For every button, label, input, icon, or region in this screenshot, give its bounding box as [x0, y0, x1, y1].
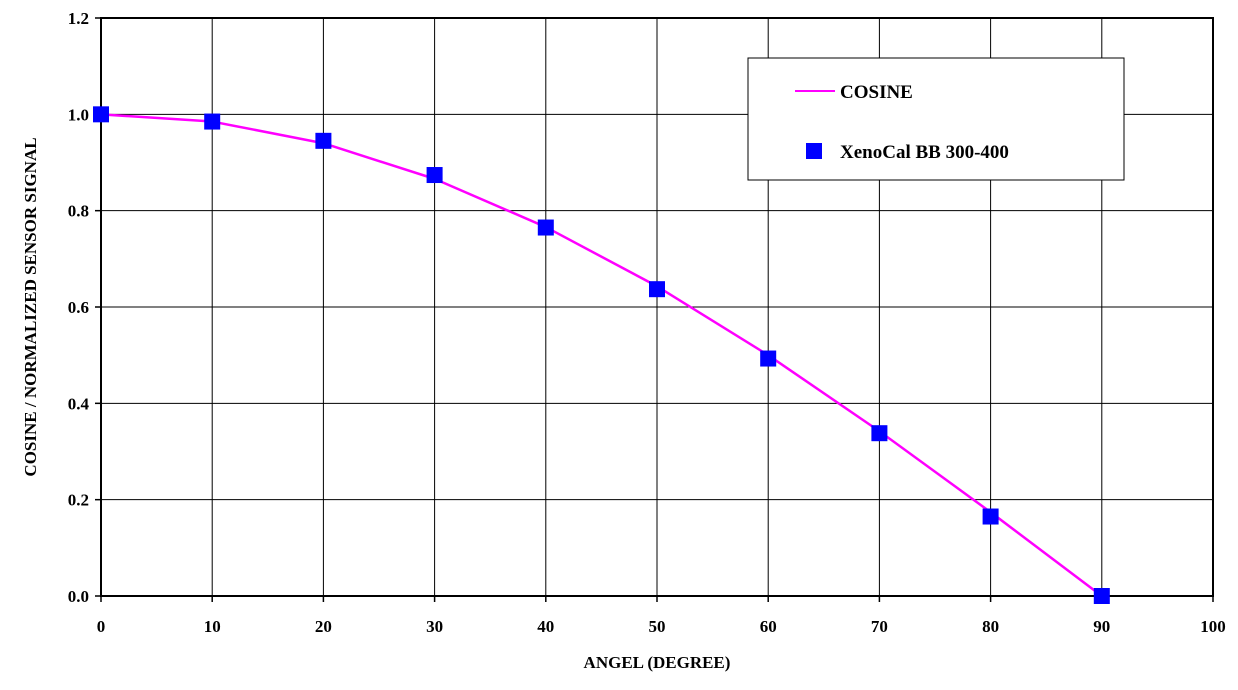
- y-axis-ticks: 0.0 0.2 0.4 0.6 0.8 1.0 1.2: [68, 9, 101, 606]
- data-point-xenocal: [982, 508, 999, 525]
- data-point-xenocal: [204, 113, 221, 130]
- data-point-xenocal: [649, 281, 665, 298]
- legend: COSINE XenoCal BB 300-400: [747, 57, 1125, 181]
- data-point-xenocal: [315, 132, 332, 149]
- data-point-xenocal: [537, 219, 554, 236]
- x-tick-label: 30: [426, 617, 443, 636]
- x-tick-label: 80: [982, 617, 999, 636]
- y-tick-label: 0.4: [68, 394, 90, 413]
- series-line-cosine: [100, 113, 1103, 597]
- legend-swatch-xenocal: [806, 143, 822, 159]
- y-axis-label: COSINE / NORMALIZED SENSOR SIGNAL: [21, 137, 40, 476]
- x-tick-label: 10: [204, 617, 221, 636]
- x-tick-label: 20: [315, 617, 332, 636]
- y-tick-label: 0.6: [68, 298, 89, 317]
- x-tick-label: 70: [871, 617, 888, 636]
- y-tick-label: 1.0: [68, 105, 89, 124]
- legend-label-cosine: COSINE: [840, 82, 913, 103]
- x-tick-label: 90: [1093, 617, 1110, 636]
- x-axis-ticks: 0 10 20 30 40 50 60 70 80 90 100: [97, 596, 1226, 636]
- x-tick-label: 60: [760, 617, 777, 636]
- y-tick-label: 0.2: [68, 491, 89, 510]
- data-point-xenocal: [93, 106, 109, 123]
- legend-box: [747, 57, 1125, 181]
- x-tick-label: 40: [537, 617, 554, 636]
- data-point-xenocal: [1093, 588, 1110, 604]
- data-point-xenocal: [426, 167, 443, 184]
- x-tick-label: 50: [649, 617, 666, 636]
- x-axis-label: ANGEL (DEGREE): [584, 653, 731, 672]
- series-layer: [93, 106, 1110, 604]
- x-tick-label: 100: [1200, 617, 1226, 636]
- y-tick-label: 0.0: [68, 587, 89, 606]
- y-tick-label: 1.2: [68, 9, 89, 28]
- x-tick-label: 0: [97, 617, 106, 636]
- legend-label-xenocal: XenoCal BB 300-400: [840, 142, 1009, 163]
- y-tick-label: 0.8: [68, 202, 89, 221]
- data-point-xenocal: [871, 425, 888, 442]
- data-point-xenocal: [760, 350, 777, 367]
